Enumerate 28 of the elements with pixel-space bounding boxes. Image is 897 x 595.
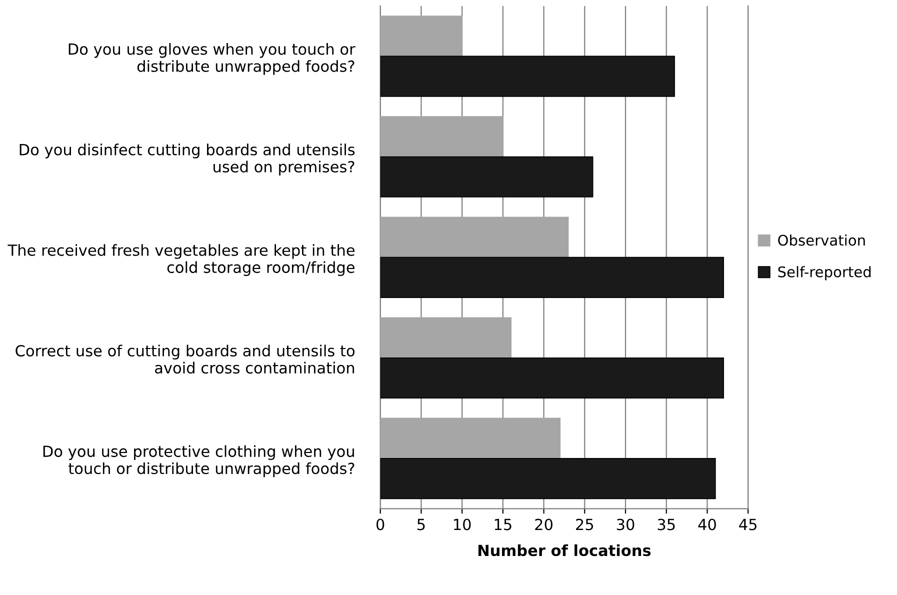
x-axis-title: Number of locations — [478, 544, 651, 556]
y-tick-label: Do you use gloves when you touch or distribute unwrapped foods? — [68, 43, 356, 75]
y-tick-label: Do you disinfect cutting boards and utensils used on premises? — [20, 144, 355, 176]
bar — [380, 418, 561, 459]
y-tick-label: The received fresh vegetables are kept in the cold storage room/fridge — [8, 244, 355, 276]
y-tick-label: Do you use protective clothing when you touch or distribute unwrapped foods? — [43, 445, 354, 478]
x-tick-label: 20 — [535, 518, 552, 530]
bar — [380, 216, 569, 258]
x-tick-label: 25 — [576, 518, 594, 530]
bar — [380, 256, 724, 298]
x-tick-label: 0 — [376, 518, 384, 530]
x-tick-label: 5 — [418, 518, 425, 530]
bar — [380, 317, 512, 358]
x-tick-label: 15 — [494, 518, 512, 530]
y-tick-label: Correct use of cutting boards and utensils to avoid cross contamination — [16, 344, 354, 374]
x-tick-label: 10 — [454, 518, 471, 530]
x-tick-label: 35 — [658, 518, 675, 530]
legend-label: Self-reported — [778, 266, 871, 280]
legend-label: Observation — [778, 234, 865, 246]
x-tick-label: 30 — [616, 518, 634, 530]
bar — [380, 458, 716, 500]
bar — [380, 357, 724, 399]
x-tick-label: 45 — [739, 518, 756, 530]
bar — [380, 56, 675, 97]
x-tick-label: 40 — [698, 518, 716, 530]
bar — [380, 16, 462, 57]
bar — [380, 156, 594, 198]
bar — [380, 116, 504, 158]
